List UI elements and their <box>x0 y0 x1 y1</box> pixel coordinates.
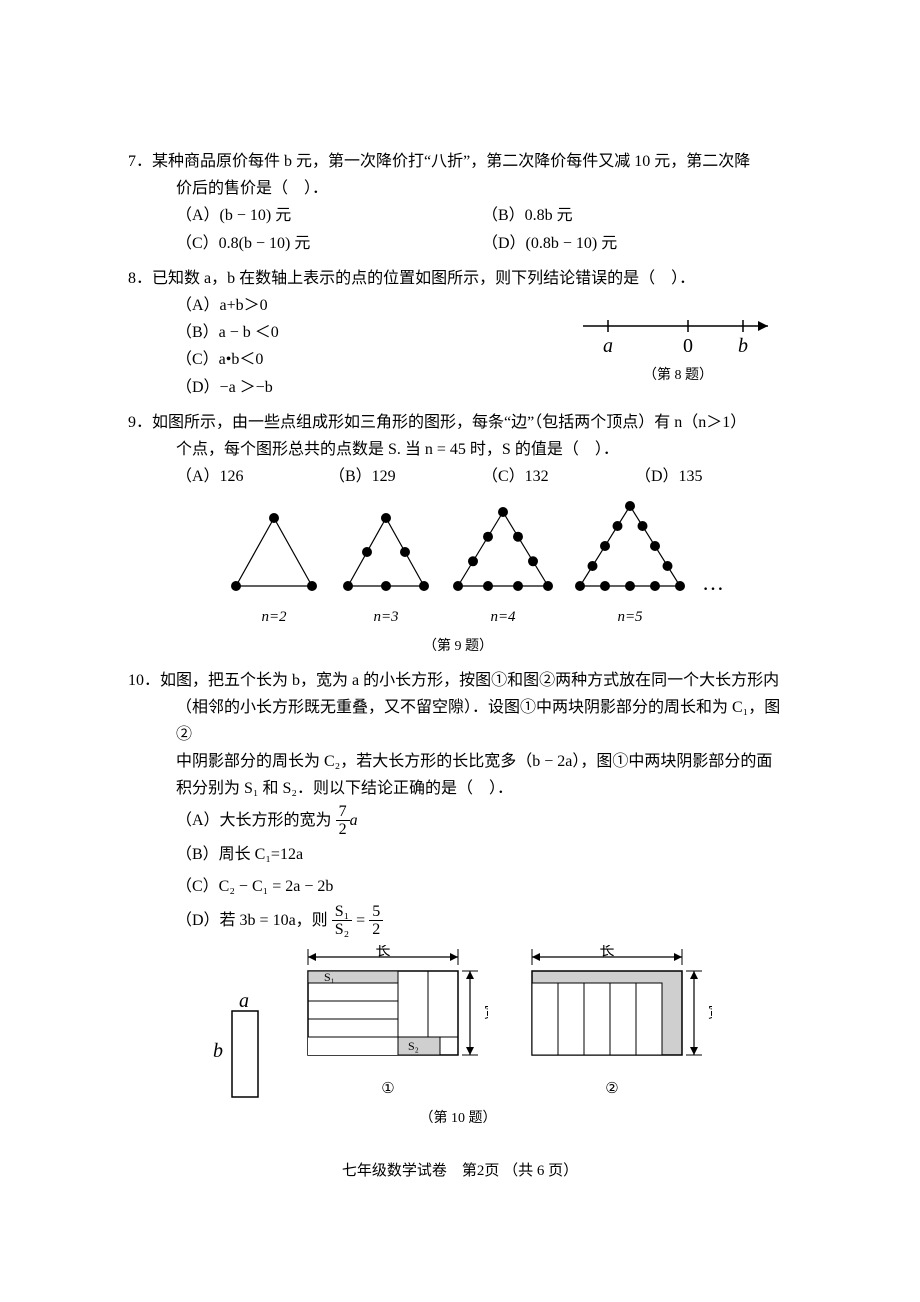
q9-option-b: （B）129 <box>329 463 482 490</box>
q8-figure: a 0 b （第 8 题） <box>568 292 788 401</box>
q9-option-a: （A）126 <box>176 463 329 490</box>
q8-option-b: （B）a − b ＜0 <box>176 319 568 346</box>
svg-text:S₁: S₁ <box>324 970 335 984</box>
svg-text:b: b <box>213 1040 223 1062</box>
q10-option-c: （C）C₂ − C₁ = 2a − 2b <box>176 871 788 903</box>
q10-a-frac-bot: 2 <box>336 821 350 839</box>
triangle-n2: n=2 <box>224 508 324 631</box>
q10-number: 10． <box>128 672 160 689</box>
question-9: 9．如图所示，由一些点组成形如三角形的图形，每条“边”（包括两个顶点）有 n（n… <box>128 409 788 659</box>
q8-options: （A）a+b＞0 （B）a − b ＜0 （C）a•b＜0 （D）−a ＞−b <box>176 292 568 401</box>
q8-option-a: （A）a+b＞0 <box>176 292 568 319</box>
q10-a-pre: （A）大长方形的宽为 <box>176 811 336 828</box>
q9-label-n5: n=5 <box>617 609 642 625</box>
q8-stem: 8．已知数 a，b 在数轴上表示的点的位置如图所示，则下列结论错误的是（ ）． <box>128 265 788 292</box>
q10-a-post: a <box>350 811 358 828</box>
q7-option-b: （B）0.8b 元 <box>482 202 788 229</box>
q10-d-pre: （D）若 3b = 10a，则 <box>176 912 332 929</box>
q9-number: 9． <box>128 414 152 431</box>
q9-stem: 9．如图所示，由一些点组成形如三角形的图形，每条“边”（包括两个顶点）有 n（n… <box>128 409 788 463</box>
q10-option-b: （B）周长 C₁=12a <box>176 839 788 871</box>
q10-option-a: （A）大长方形的宽为 72a <box>176 803 788 839</box>
q10-fig-2: 长 宽 ② <box>512 945 712 1103</box>
q9-label-n4: n=4 <box>490 609 515 625</box>
q8-option-d: （D）−a ＞−b <box>176 374 568 401</box>
q10-d-frac2-top: 5 <box>369 903 383 922</box>
triangle-n4: n=4 <box>448 502 558 631</box>
svg-text:S₂: S₂ <box>408 1039 419 1053</box>
q10-small-rect: a b <box>204 993 264 1103</box>
q10-a-frac-top: 7 <box>336 803 350 822</box>
q7-stem-line2: 价后的售价是（ ）． <box>176 175 788 202</box>
q10-stem-line3: 中阴影部分的周长为 C₂，若大长方形的长比宽多（b − 2a），图①中两块阴影部… <box>176 748 788 775</box>
q7-number: 7． <box>128 153 152 170</box>
q10-d-frac1-top: S₁ <box>332 903 352 922</box>
q9-label-n2: n=2 <box>261 609 286 625</box>
page-footer: 七年级数学试卷 第2页 （共 6 页） <box>0 1159 920 1185</box>
q9-option-d: （D）135 <box>635 463 788 490</box>
svg-text:a: a <box>239 993 249 1012</box>
q10-d-frac2-bot: 2 <box>369 921 383 939</box>
axis-label-0: 0 <box>683 335 693 357</box>
q9-figure: n=2 n=3 n=4 <box>160 496 788 631</box>
q10-d-eq: = <box>352 912 369 929</box>
q8-caption: （第 8 题） <box>568 364 788 388</box>
q10-stem-line1: 如图，把五个长为 b，宽为 a 的小长方形，按图①和图②两种方式放在同一个大长方… <box>160 672 779 689</box>
number-line-svg: a 0 b <box>578 314 778 360</box>
q7-stem-line1: 某种商品原价每件 b 元，第一次降价打“八折”，第二次降价每件又减 10 元，第… <box>152 153 750 170</box>
q10-option-d: （D）若 3b = 10a，则 S₁S₂ = 52 <box>176 903 788 939</box>
q10-stem-line4: 积分别为 S₁ 和 S₂．则以下结论正确的是（ ）． <box>176 775 788 802</box>
q8-stem-text: 已知数 a，b 在数轴上表示的点的位置如图所示，则下列结论错误的是（ ）． <box>152 270 695 287</box>
triangle-n5: n=5 <box>570 496 690 631</box>
q7-option-c: （C）0.8(b − 10) 元 <box>176 230 482 257</box>
q7-option-d: （D）(0.8b − 10) 元 <box>482 230 788 257</box>
q10-options: （A）大长方形的宽为 72a （B）周长 C₁=12a （C）C₂ − C₁ =… <box>176 803 788 939</box>
svg-text:宽: 宽 <box>708 1004 712 1021</box>
question-8: 8．已知数 a，b 在数轴上表示的点的位置如图所示，则下列结论错误的是（ ）． … <box>128 265 788 401</box>
q9-stem-line2: 个点，每个图形总共的点数是 S. 当 n = 45 时，S 的值是（ ）． <box>176 436 788 463</box>
q10-stem: 10．如图，把五个长为 b，宽为 a 的小长方形，按图①和图②两种方式放在同一个… <box>128 667 788 803</box>
q10-fig1-label: ① <box>288 1077 488 1103</box>
q9-caption: （第 9 题） <box>128 635 788 659</box>
q8-number: 8． <box>128 270 152 287</box>
q10-d-frac1-bot: S₂ <box>332 921 352 939</box>
ellipsis-icon: … <box>702 564 724 631</box>
q10-fig-1: 长 宽 S₁ S₂ <box>288 945 488 1103</box>
q9-label-n3: n=3 <box>373 609 398 625</box>
q10-caption: （第 10 题） <box>128 1107 788 1131</box>
triangle-n3: n=3 <box>336 508 436 631</box>
q10-figure: a b 长 宽 S₁ <box>128 945 788 1103</box>
svg-text:长: 长 <box>599 945 614 959</box>
q8-option-c: （C）a•b＜0 <box>176 346 568 373</box>
q7-option-a: （A）(b − 10) 元 <box>176 202 482 229</box>
q7-stem: 7．某种商品原价每件 b 元，第一次降价打“八折”，第二次降价每件又减 10 元… <box>128 148 788 202</box>
q9-options: （A）126 （B）129 （C）132 （D）135 <box>176 463 788 490</box>
svg-text:长: 长 <box>375 945 390 959</box>
q10-stem-line2: （相邻的小长方形既无重叠，又不留空隙）．设图①中两块阴影部分的周长和为 C₁，图… <box>176 694 788 748</box>
q9-option-c: （C）132 <box>482 463 635 490</box>
axis-label-b: b <box>738 335 748 357</box>
q9-stem-line1: 如图所示，由一些点组成形如三角形的图形，每条“边”（包括两个顶点）有 n（n＞1… <box>152 414 746 431</box>
q10-fig2-label: ② <box>512 1077 712 1103</box>
axis-label-a: a <box>603 335 613 357</box>
svg-text:宽: 宽 <box>484 1004 488 1021</box>
question-10: 10．如图，把五个长为 b，宽为 a 的小长方形，按图①和图②两种方式放在同一个… <box>128 667 788 1131</box>
question-7: 7．某种商品原价每件 b 元，第一次降价打“八折”，第二次降价每件又减 10 元… <box>128 148 788 257</box>
q7-options: （A）(b − 10) 元 （B）0.8b 元 （C）0.8(b − 10) 元… <box>176 202 788 256</box>
